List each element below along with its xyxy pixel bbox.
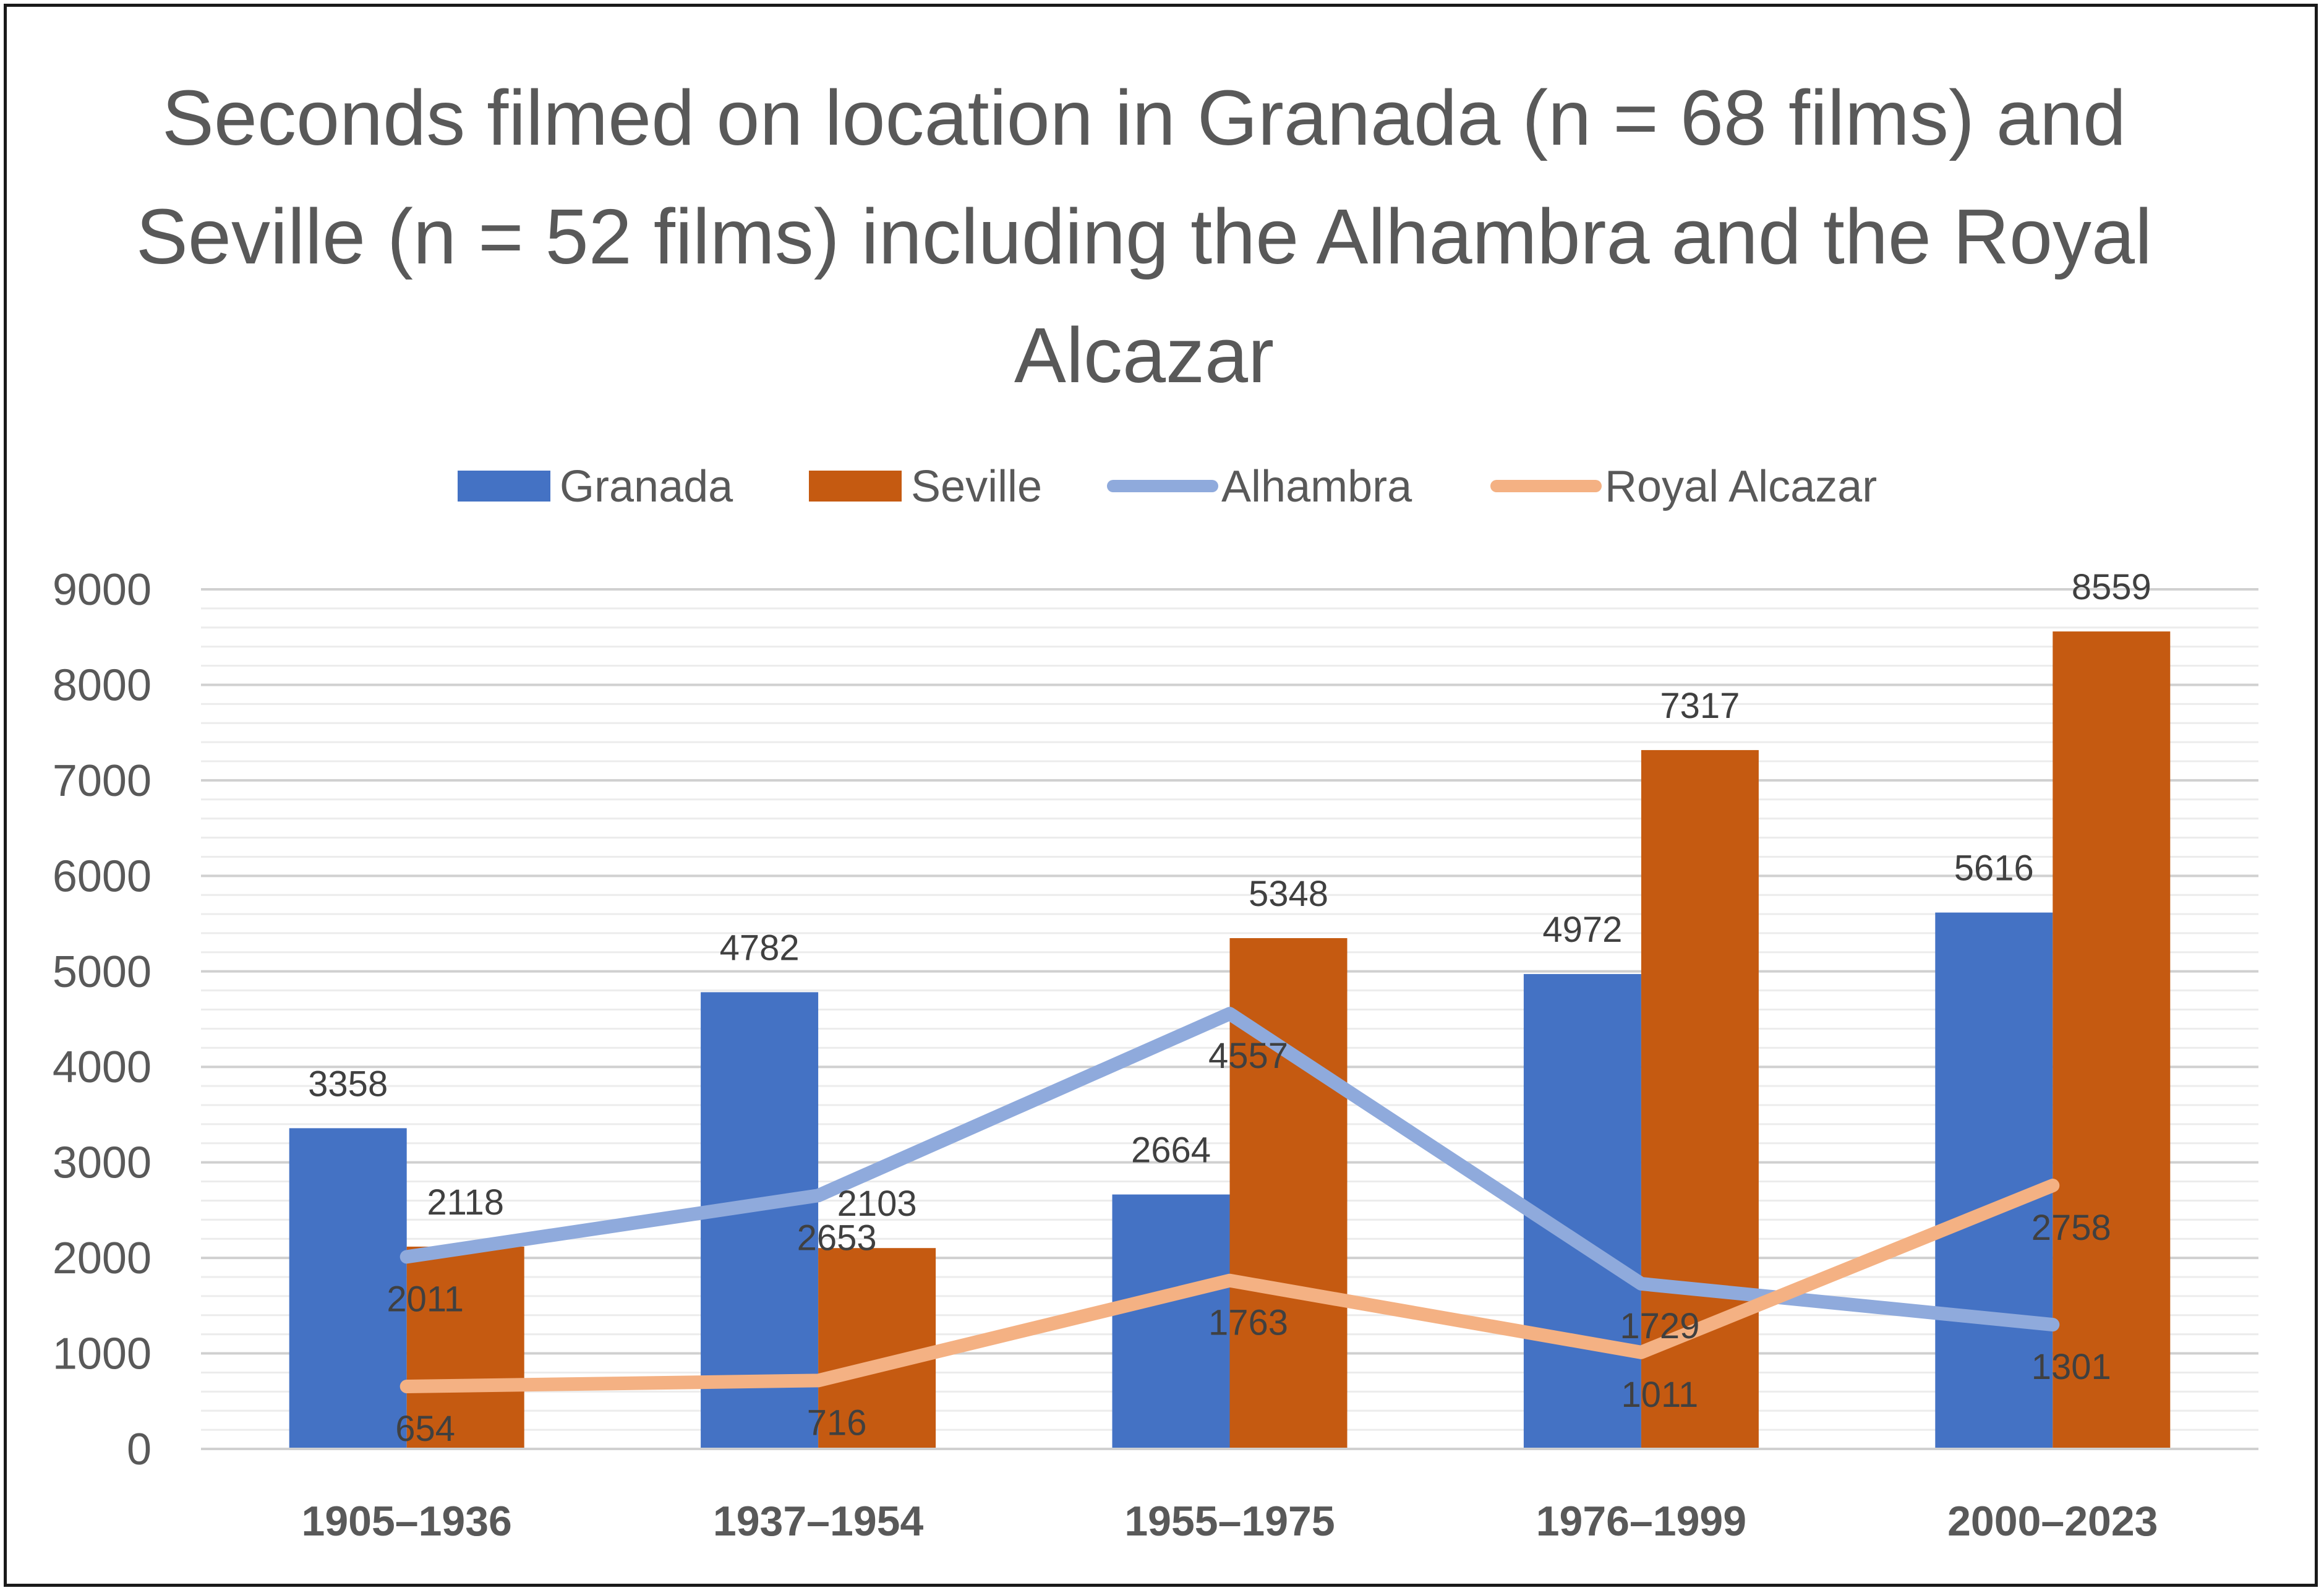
- data-label: 2118: [427, 1182, 504, 1223]
- line-series: [399, 1007, 2060, 1393]
- y-tick-label: 1000: [53, 1330, 152, 1379]
- data-labels: 3358 4782 2664 4972 5616 2118 2103 5348 7317 8559…: [308, 567, 2151, 1449]
- x-category-label: 2000–2023: [1947, 1498, 2158, 1545]
- line-royal-alcazar: [399, 1179, 2060, 1393]
- x-category-label: 1905–1936: [302, 1498, 512, 1545]
- y-tick-label: 7000: [53, 756, 152, 806]
- y-tick-label: 6000: [53, 852, 152, 901]
- data-label: 2103: [837, 1184, 917, 1224]
- data-label: 1011: [1621, 1375, 1699, 1415]
- legend-label-seville: Seville: [911, 462, 1042, 511]
- y-tick-label: 3000: [53, 1138, 152, 1188]
- x-category-label: 1937–1954: [713, 1498, 924, 1545]
- legend: Granada Seville Alhambra Royal Alcazar: [458, 462, 1877, 511]
- data-label: 2758: [2031, 1208, 2111, 1248]
- data-label: 2664: [1131, 1130, 1211, 1171]
- data-label: 1763: [1208, 1303, 1288, 1343]
- y-tick-label: 8000: [53, 660, 152, 710]
- data-label: 654: [395, 1409, 455, 1449]
- x-category-label: 1976–1999: [1536, 1498, 1746, 1545]
- data-label: 2011: [387, 1279, 464, 1319]
- y-tick-label: 2000: [53, 1234, 152, 1283]
- legend-swatch-granada: [458, 471, 550, 502]
- data-label: 4557: [1208, 1036, 1288, 1076]
- bar-seville: [1229, 938, 1348, 1449]
- bar-granada: [701, 992, 819, 1449]
- axes: 0 1000 2000 3000 4000 5000 6000 7000 8000 9000 190…: [53, 565, 2258, 1545]
- data-label: 5616: [1954, 848, 2034, 889]
- data-label: 7317: [1660, 686, 1740, 726]
- data-label: 1729: [1620, 1306, 1699, 1346]
- data-label: 5348: [1249, 874, 1328, 914]
- data-label: 4972: [1542, 910, 1622, 950]
- y-tick-label: 5000: [53, 947, 152, 997]
- y-tick-label: 0: [127, 1425, 152, 1474]
- data-label: 3358: [308, 1064, 388, 1104]
- legend-label-alhambra: Alhambra: [1221, 462, 1412, 511]
- legend-label-royal-alcazar: Royal Alcazar: [1605, 462, 1877, 511]
- bar-granada: [1112, 1194, 1230, 1449]
- y-tick-label: 4000: [53, 1043, 152, 1092]
- x-category-label: 1955–1975: [1124, 1498, 1335, 1545]
- legend-label-granada: Granada: [560, 462, 733, 511]
- data-label: 716: [807, 1403, 867, 1443]
- data-label: 1301: [2031, 1347, 2111, 1387]
- bar-seville: [2053, 631, 2171, 1449]
- bar-seville: [406, 1246, 524, 1449]
- bar-granada: [289, 1128, 407, 1449]
- data-label: 4782: [720, 928, 800, 968]
- bar-series: [289, 631, 2171, 1449]
- chart-title: Seconds filmed on location in Granada (n…: [135, 74, 2153, 399]
- data-label: 8559: [2072, 567, 2151, 607]
- legend-swatch-seville: [809, 471, 902, 502]
- bar-seville: [818, 1248, 936, 1449]
- bar-granada: [1935, 912, 2053, 1449]
- y-tick-label: 9000: [53, 565, 152, 615]
- data-label: 2653: [797, 1218, 877, 1258]
